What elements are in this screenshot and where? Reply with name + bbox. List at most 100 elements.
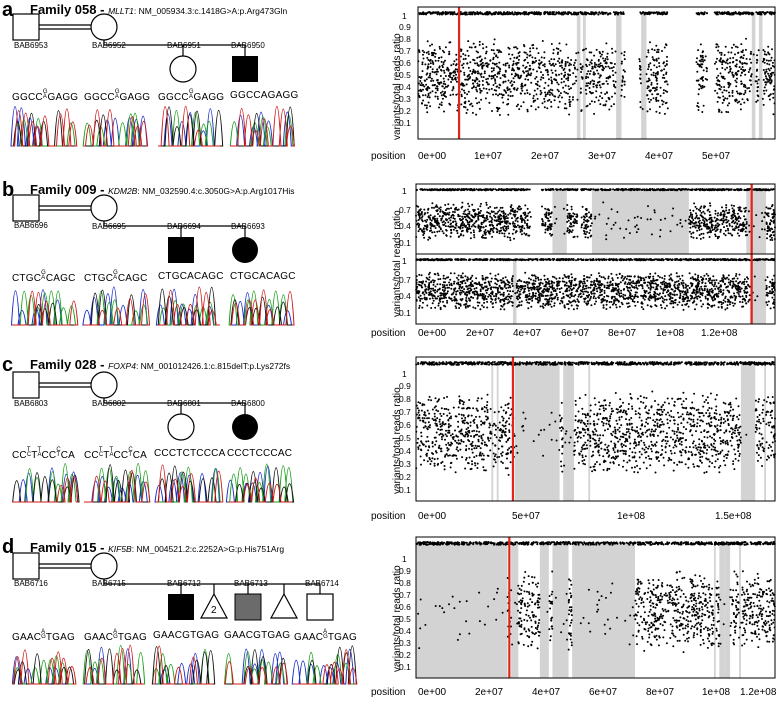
chromatogram-trace [12, 649, 77, 685]
x-tick: 2e+07 [531, 151, 560, 162]
chromatogram-trace [12, 290, 79, 326]
variant-ratio-plot [415, 536, 776, 679]
y-tick: 0.4 [399, 82, 411, 92]
x-tick: 2e+07 [466, 328, 495, 339]
chromatogram [224, 648, 289, 685]
y-tick: 0.5 [399, 614, 411, 624]
y-tick: 0.7 [399, 590, 411, 600]
x-axis-label: position [371, 328, 406, 339]
homozygosity-region [719, 542, 725, 678]
pedigree [12, 194, 258, 263]
x-tick: 6e+07 [589, 687, 618, 698]
chromatogram-trace [84, 647, 144, 685]
y-tick: 0.4 [399, 221, 411, 231]
id-label: BAB6953 [14, 41, 48, 50]
y-tick: 0.6 [399, 420, 411, 430]
chromatogram-trace [224, 649, 288, 685]
y-tick: 0.2 [399, 650, 411, 660]
sequence: GGCCAGAGG [230, 90, 299, 101]
variant-ratio-plot-top [415, 183, 776, 255]
x-axis-label: position [371, 511, 406, 522]
x-tick: 4e+07 [645, 151, 674, 162]
chromatogram [228, 289, 295, 326]
y-tick: 1 [402, 256, 407, 266]
chromatogram [151, 645, 216, 685]
homozygosity-region [512, 259, 517, 324]
y-tick: 0.8 [399, 34, 411, 44]
y-tick: 0.7 [399, 46, 411, 56]
chromatogram [158, 106, 224, 147]
y-tick: 0.8 [399, 578, 411, 588]
y-tick: 0.9 [399, 381, 411, 391]
chromatogram [82, 109, 149, 147]
homozygosity-region [749, 259, 767, 324]
homozygosity-region [491, 362, 494, 501]
chromatogram [11, 649, 77, 685]
y-tick: 1 [402, 554, 407, 564]
y-tick: 0.9 [399, 22, 411, 32]
family-title: Family 009 - KDM2B: NM_032590.4:c.3050G>… [30, 182, 295, 197]
chromatogram-trace [156, 465, 220, 503]
x-tick: 1e+08 [617, 511, 646, 522]
sequence: GGCCG AGAGG [12, 89, 79, 103]
x-tick: 1e+08 [702, 687, 731, 698]
sibling-count: 2 [211, 605, 217, 616]
gene-name: KIF5B [108, 544, 132, 554]
homozygosity-region [740, 362, 756, 501]
chromatogram-trace [158, 286, 220, 326]
homozygosity-region [514, 362, 560, 501]
sequence: GAACGTGAG [224, 630, 291, 641]
y-tick: 0.1 [399, 238, 411, 248]
chromatogram-trace [156, 464, 224, 503]
homozygosity-region [552, 542, 569, 678]
sequence: CCCTCTCCCA [154, 448, 226, 459]
panel-letter: b [2, 179, 15, 201]
chromatogram-trace [12, 302, 74, 326]
chromatogram-trace [84, 469, 151, 503]
chromatogram-trace [12, 476, 79, 503]
homozygosity-region [588, 362, 591, 501]
chromatogram-trace [84, 645, 144, 685]
y-tick: 0.7 [399, 407, 411, 417]
homozygosity-region [416, 542, 508, 678]
mutation: : NM_005934.3:c.1418G>A:p.Arg473Gln [133, 6, 288, 16]
id-label: BAB6951 [167, 41, 201, 50]
homozygosity-region [724, 542, 731, 678]
family-title: Family 028 - FOXP4: NM_001012426.1:c.815… [30, 357, 291, 372]
x-tick: 0e+00 [418, 687, 447, 698]
chromatogram-trace [228, 477, 292, 503]
chromatogram [10, 106, 78, 147]
plot-frame [417, 6, 776, 140]
homozygosity-region [713, 542, 716, 678]
homozygosity-region [616, 12, 622, 139]
chromatogram [155, 286, 220, 326]
y-tick: 1 [402, 369, 407, 379]
id-label: BAB6696 [14, 221, 48, 230]
chromatogram-trace [156, 466, 221, 503]
x-tick: 0e+00 [418, 328, 447, 339]
y-tick: 0.5 [399, 433, 411, 443]
gene-name: FOXP4 [108, 361, 136, 371]
x-tick: 0e+00 [418, 151, 447, 162]
id-label: BAB6802 [92, 399, 126, 408]
chromatogram-trace [158, 108, 220, 147]
id-label: BAB6715 [92, 579, 126, 588]
id-label: BAB6800 [231, 399, 265, 408]
variant-ratio-plot-bottom [415, 253, 776, 325]
sequence: CTGCACAGC [158, 271, 224, 282]
chromatogram-trace [84, 109, 149, 147]
x-tick: 8e+07 [646, 687, 675, 698]
y-tick: 0.1 [399, 308, 411, 318]
chromatogram [10, 289, 79, 326]
homozygosity-region [576, 12, 581, 139]
y-tick: 0.6 [399, 602, 411, 612]
variant-points [415, 188, 776, 242]
y-tick: 0.2 [399, 106, 411, 116]
x-tick: 1.2e+08 [740, 687, 777, 698]
